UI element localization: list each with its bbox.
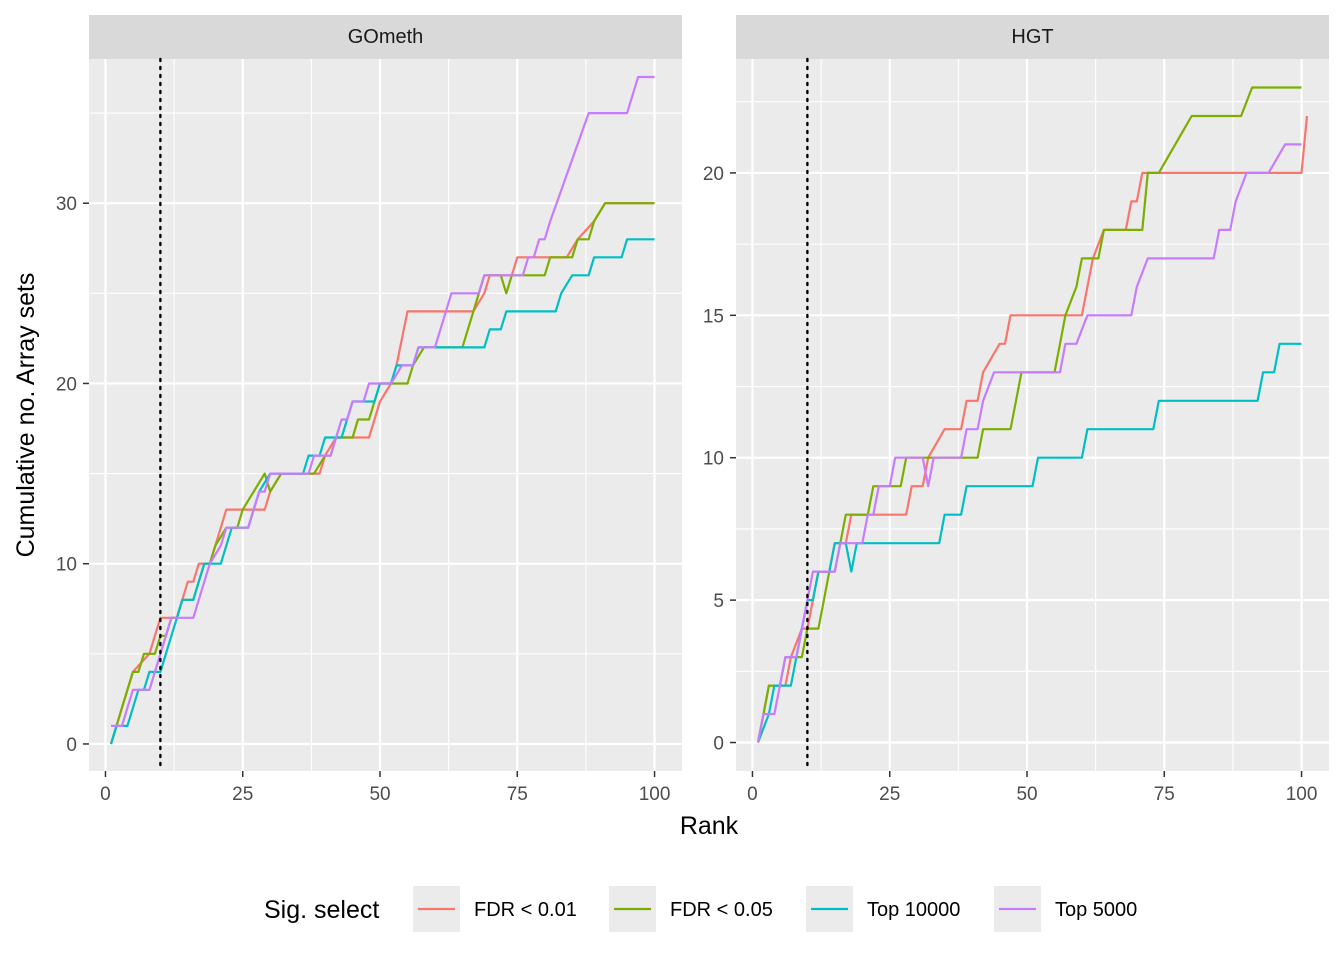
x-tick-label: 75	[1154, 784, 1175, 805]
panel-hgt: HGT 0 25 50 75 100 0 5 10 15 20	[703, 15, 1329, 805]
y-tick-label: 15	[703, 306, 724, 327]
x-tick-label: 50	[369, 784, 390, 805]
legend-label-top-10000: Top 10000	[867, 899, 960, 921]
series-line-gometh-fdr-0-05	[109, 202, 655, 745]
x-tick-label: 0	[747, 784, 758, 805]
x-tick-label: 0	[100, 784, 111, 805]
plot-area-hgt	[736, 59, 1329, 771]
panel-strip-gometh	[89, 15, 682, 59]
axes-gometh: 0 25 50 75 100 0 10 20 30	[56, 194, 671, 805]
panel-title-hgt: HGT	[1011, 26, 1053, 48]
panel-title-gometh: GOmeth	[348, 26, 424, 48]
x-tick-label: 100	[1286, 784, 1318, 805]
x-tick-label: 25	[232, 784, 253, 805]
y-tick-label: 10	[56, 555, 77, 576]
series-line-gometh-top-10000	[109, 238, 655, 745]
plot-area-gometh	[89, 59, 682, 771]
y-tick-label: 0	[66, 735, 77, 756]
legend: Sig. select FDR < 0.01 FDR < 0.05 Top 1000…	[264, 886, 1137, 932]
y-axis-title: Cumulative no. Array sets	[12, 273, 40, 558]
panel-strip-hgt	[736, 15, 1329, 59]
x-tick-label: 25	[879, 784, 900, 805]
legend-label-top-5000: Top 5000	[1055, 899, 1137, 921]
x-tick-label: 100	[639, 784, 671, 805]
legend-keys: FDR < 0.01 FDR < 0.05 Top 10000 Top 5000	[413, 886, 1137, 932]
y-tick-label: 5	[713, 591, 724, 612]
series-gometh	[109, 57, 655, 773]
y-tick-label: 0	[713, 734, 724, 755]
panel-gometh: GOmeth 0 25 50 75 100 0 10 20 30	[56, 15, 682, 805]
legend-label-fdr-0-01: FDR < 0.01	[474, 899, 577, 921]
x-tick-label: 75	[507, 784, 528, 805]
grid-gometh	[89, 59, 682, 771]
grid-hgt	[736, 59, 1329, 771]
legend-title: Sig. select	[264, 896, 379, 924]
series-line-gometh-top-5000	[111, 75, 655, 727]
y-tick-label: 30	[56, 194, 77, 215]
x-tick-label: 50	[1016, 784, 1037, 805]
y-tick-label: 20	[56, 374, 77, 395]
y-tick-label: 10	[703, 449, 724, 470]
y-tick-label: 20	[703, 164, 724, 185]
x-axis-title: Rank	[680, 812, 739, 840]
series-hgt	[756, 57, 1309, 773]
series-line-hgt-top-5000	[756, 143, 1302, 743]
axes-hgt: 0 25 50 75 100 0 5 10 15 20	[703, 164, 1318, 805]
legend-label-fdr-0-05: FDR < 0.05	[670, 899, 773, 921]
